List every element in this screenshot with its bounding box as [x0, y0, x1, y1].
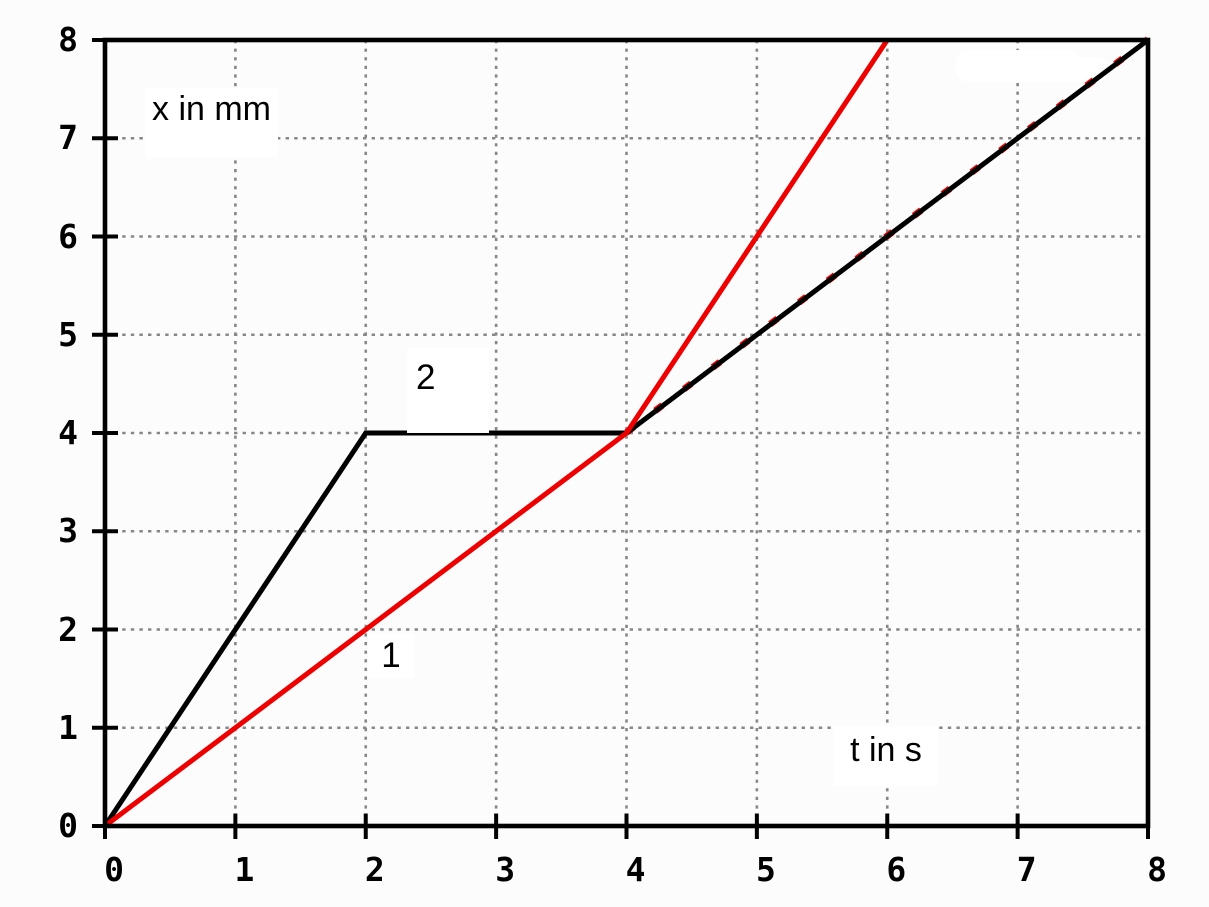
y-tick-label-2: 2	[58, 609, 78, 649]
x-tick-label-5: 5	[755, 850, 776, 889]
y-tick-label-0: 0	[58, 806, 78, 845]
x-tick-label-4: 4	[625, 850, 646, 889]
x-axis-unit-label: t in s	[834, 726, 938, 786]
x-tick-label-6: 6	[886, 850, 907, 889]
x-tick-label-3: 3	[495, 850, 516, 889]
series-line-curve-2	[102, 38, 1150, 828]
y-tick-label-8: 8	[58, 20, 78, 59]
y-axis-unit-label: x in mm	[145, 88, 278, 157]
y-tick-label-4: 4	[58, 413, 78, 452]
y-tick-label-1: 1	[58, 707, 78, 747]
y-tick-label-7: 7	[58, 118, 78, 158]
curve-2-label: 2	[407, 348, 489, 433]
x-tick-label-2: 2	[364, 850, 385, 889]
y-tick-label-3: 3	[58, 511, 78, 551]
x-tick-label-0: 0	[104, 850, 124, 889]
y-tick-label-5: 5	[58, 314, 78, 354]
y-tick-label-6: 6	[58, 216, 78, 256]
x-tick-label-1: 1	[234, 850, 255, 889]
curve-1-label: 1	[368, 634, 414, 678]
x-tick-label-7: 7	[1016, 850, 1037, 889]
x-tick-label-8: 8	[1147, 850, 1167, 889]
eraser-smudge-1	[1006, 57, 1108, 82]
series-line-curve-1	[103, 38, 890, 828]
